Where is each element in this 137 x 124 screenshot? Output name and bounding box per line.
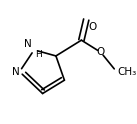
Text: O: O: [97, 47, 105, 57]
Text: H: H: [35, 50, 42, 60]
Text: O: O: [88, 22, 96, 32]
Text: CH₃: CH₃: [118, 67, 137, 77]
Text: N: N: [12, 67, 20, 77]
Text: N: N: [24, 39, 32, 49]
